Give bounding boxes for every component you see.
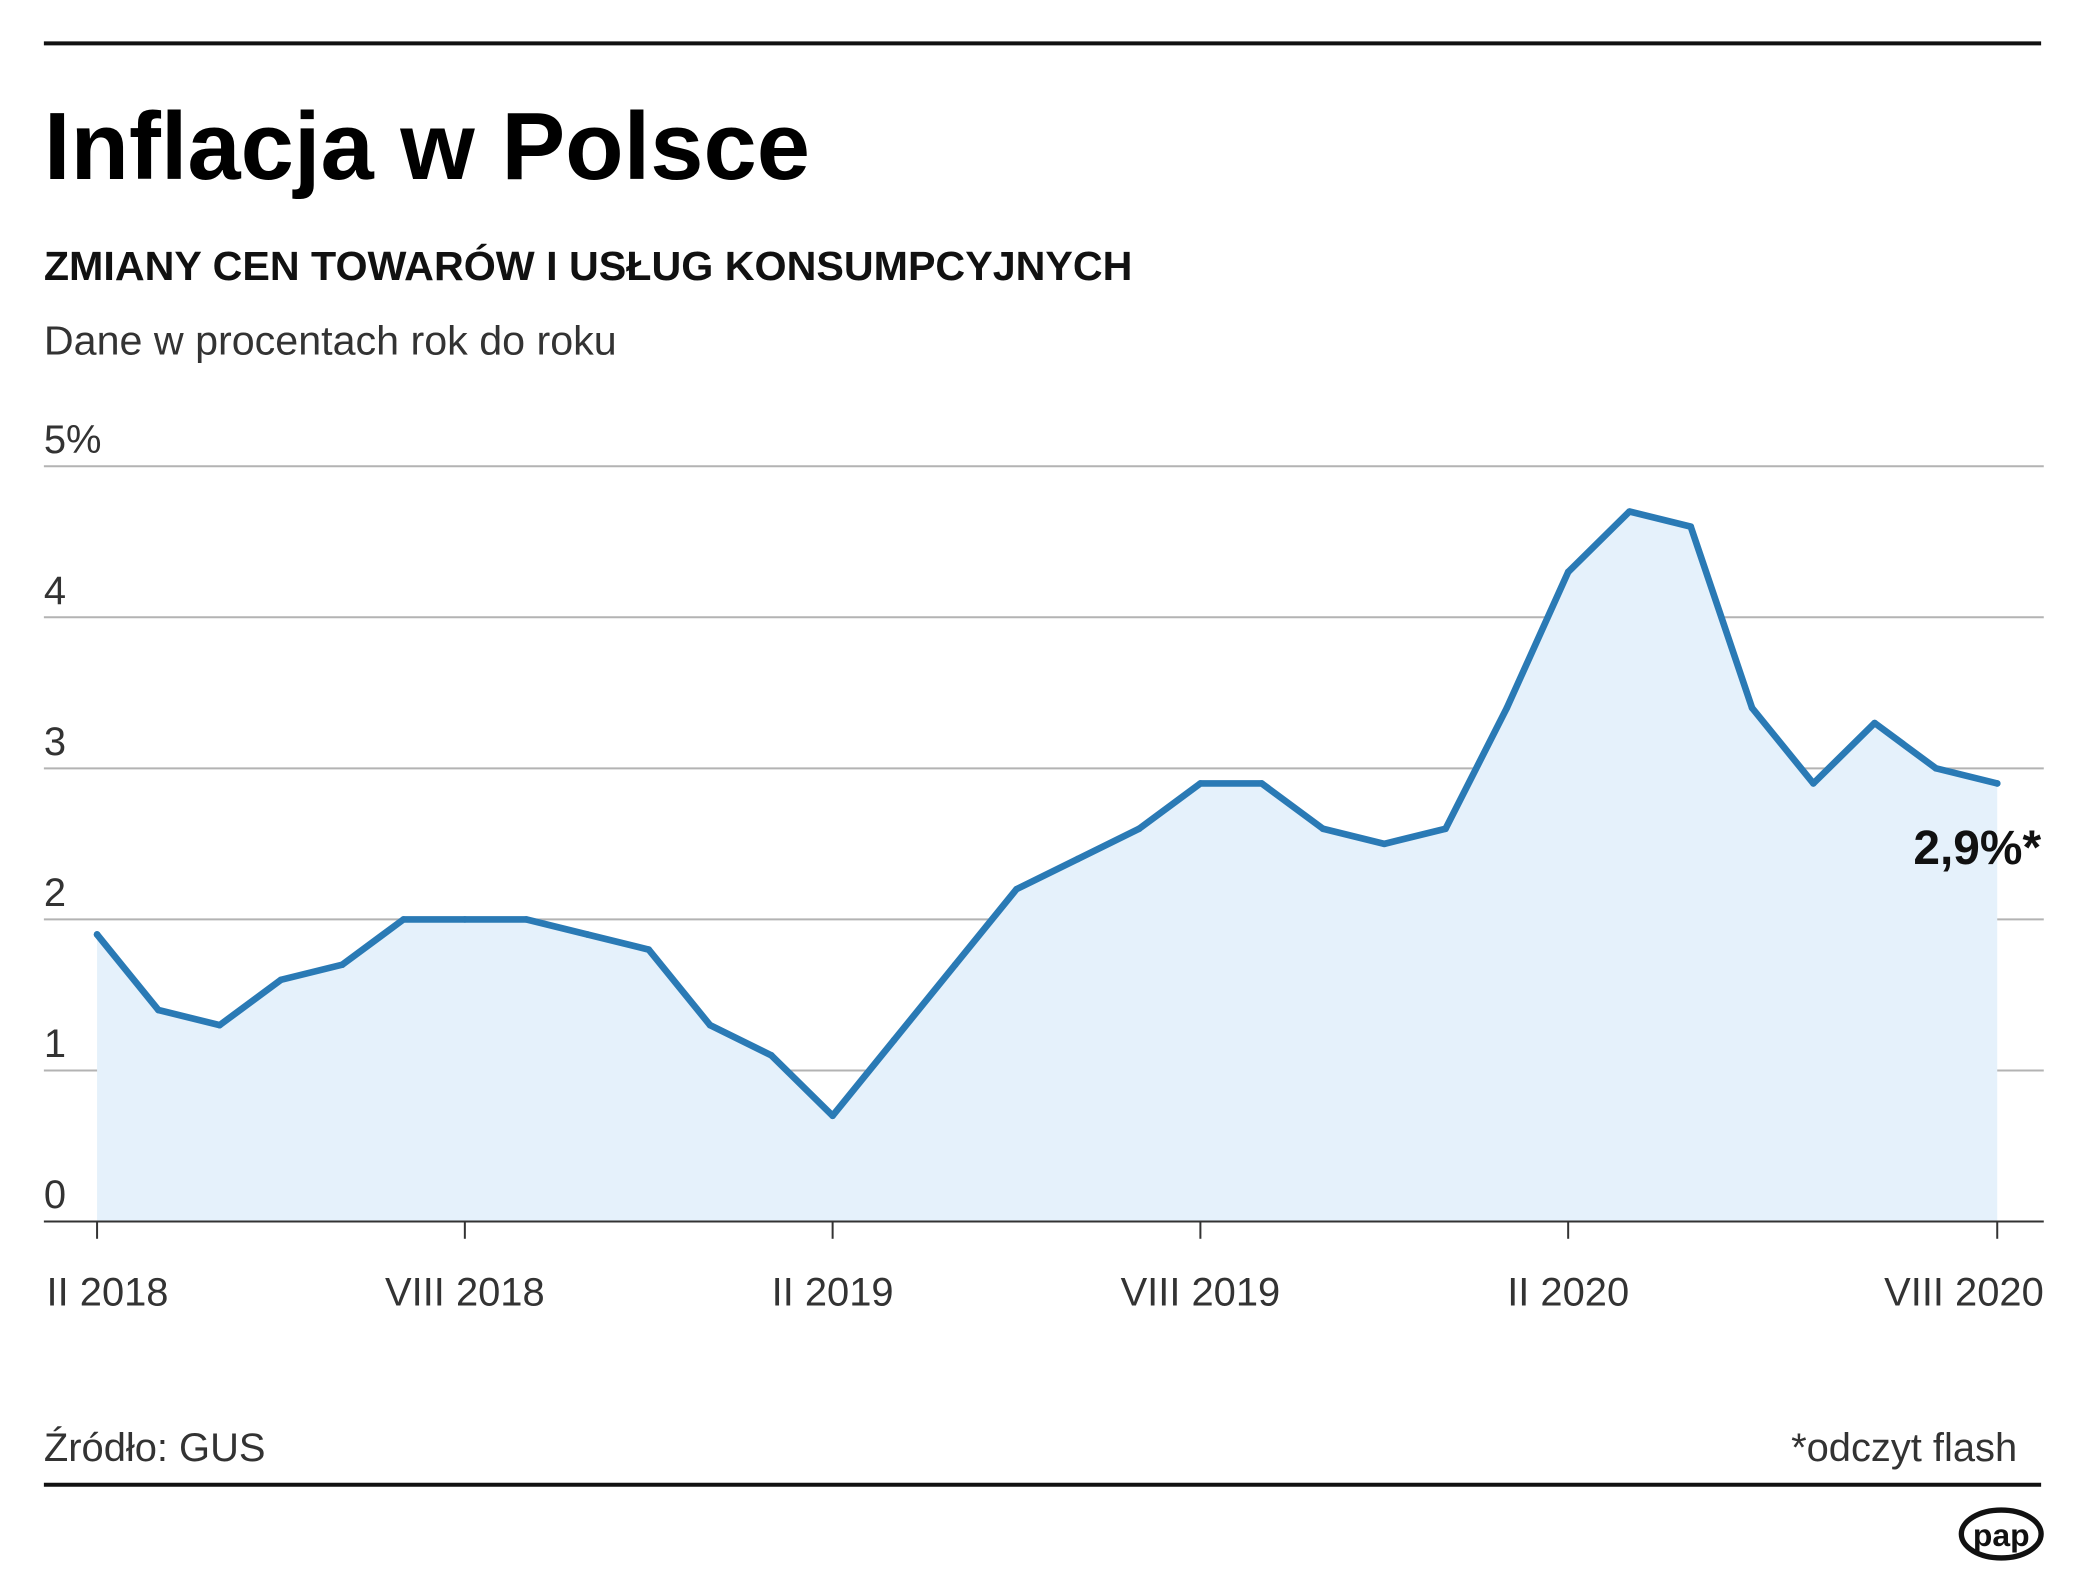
data-points	[93, 508, 2001, 1120]
data-point	[1013, 885, 1020, 893]
data-point	[277, 976, 285, 984]
data-point	[1932, 765, 1940, 772]
pap-logo: pap	[1958, 1507, 2044, 1561]
data-point	[1626, 508, 1633, 515]
y-tick-label: 0	[44, 1173, 66, 1217]
data-point	[338, 961, 346, 969]
data-point	[1871, 719, 1878, 727]
x-tick-label: VIII 2019	[1121, 1270, 1281, 1314]
y-tick-label: 3	[44, 720, 66, 764]
chart-subtitle: ZMIANY CEN TOWARÓW I USŁUG KONSUMPCYJNYC…	[44, 243, 1133, 289]
data-point	[1319, 825, 1327, 833]
data-point	[706, 1021, 714, 1029]
data-point	[400, 916, 407, 923]
x-tick-label: VIII 2018	[385, 1270, 545, 1314]
data-point	[829, 1112, 836, 1120]
data-point	[522, 916, 530, 923]
data-point	[461, 916, 469, 923]
y-axis-labels: 0 1 2 3 4 5%	[44, 418, 102, 1217]
data-point	[1380, 840, 1388, 848]
y-tick-label: 4	[44, 569, 66, 613]
y-tick-label: 2	[44, 871, 66, 915]
data-point	[216, 1021, 223, 1029]
data-point	[155, 1006, 162, 1014]
chart-description: Dane w procentach rok do roku	[44, 318, 617, 364]
data-point	[93, 931, 101, 938]
data-point	[1810, 780, 1817, 787]
chart-title: Inflacja w Polsce	[44, 93, 810, 200]
data-point	[890, 1036, 898, 1044]
source-note: Źródło: GUS	[44, 1425, 266, 1470]
data-point	[1503, 704, 1511, 712]
footnote: *odczyt flash	[1791, 1426, 2017, 1470]
series-line	[93, 508, 2001, 1120]
data-point	[951, 961, 959, 969]
x-tick-label: II 2020	[1507, 1270, 1629, 1314]
data-point	[1197, 780, 1204, 787]
area-fill	[97, 511, 1998, 1222]
data-point	[1135, 825, 1143, 833]
data-point	[1993, 780, 2001, 787]
x-tick-label: II 2019	[772, 1270, 894, 1314]
x-tick-label: II 2018	[47, 1270, 169, 1314]
x-axis-ticks: II 2018 VIII 2018 II 2019 VIII 2019 II 2020 V…	[47, 1221, 2044, 1314]
data-point	[584, 931, 591, 938]
y-tick-label: 5%	[44, 418, 102, 462]
data-point	[767, 1052, 775, 1059]
svg-text:pap: pap	[1973, 1517, 2030, 1553]
data-point	[1074, 855, 1082, 863]
data-point	[1564, 568, 1572, 576]
data-point	[1258, 780, 1266, 787]
data-point	[1442, 825, 1449, 833]
y-tick-label: 1	[44, 1022, 66, 1066]
last-value-annotation: 2,9%*	[1913, 822, 2041, 875]
x-tick-label: VIII 2020	[1884, 1270, 2044, 1314]
data-point	[1687, 523, 1695, 530]
data-point	[1748, 704, 1756, 712]
data-point	[645, 946, 653, 953]
